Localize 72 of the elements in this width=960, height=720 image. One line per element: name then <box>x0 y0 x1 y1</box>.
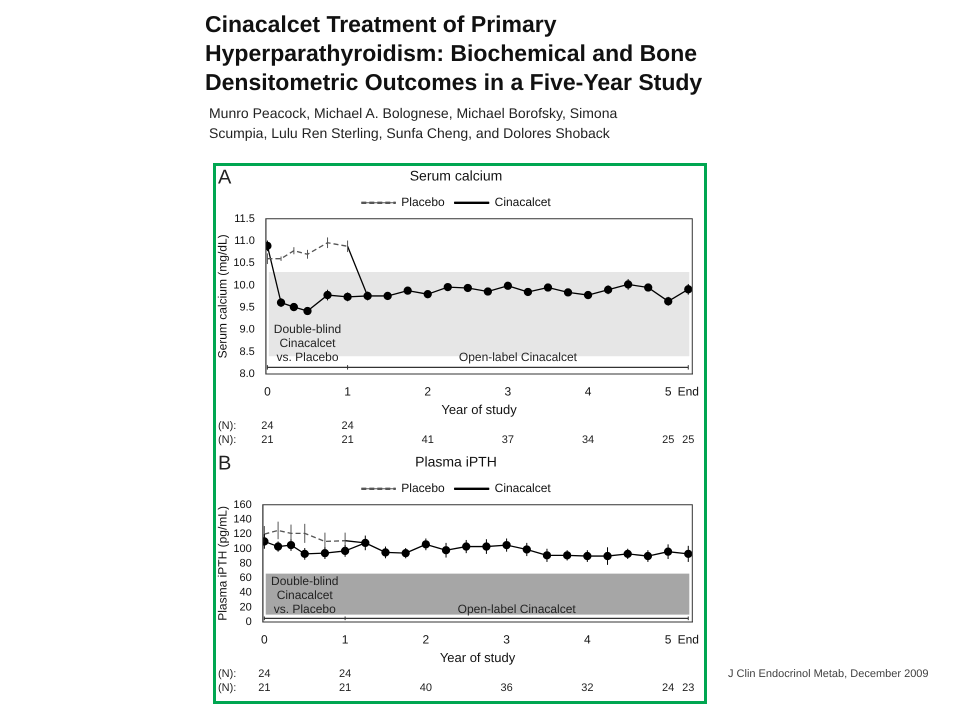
text: 37 <box>502 434 514 446</box>
legend-label: Cinacalcet <box>494 195 552 210</box>
y-axis-title: Plasma iPTH (pg/mL) <box>216 506 230 621</box>
annotation: Open-label Cinacalcet <box>458 350 578 364</box>
annotation: Open-label Cinacalcet <box>458 602 576 616</box>
text: (N): <box>218 434 236 446</box>
text: 40 <box>420 682 432 694</box>
text: 25 <box>662 434 674 446</box>
x-tick-label: 0 <box>261 632 268 647</box>
text: 24 <box>261 420 274 432</box>
text: 24 <box>341 420 354 432</box>
y-tick-label: 120 <box>233 528 252 540</box>
x-tick-label: 5 <box>664 384 672 399</box>
text: 32 <box>581 682 594 694</box>
legend-label: Placebo <box>401 195 445 210</box>
x-tick-label: 5 <box>664 632 672 647</box>
y-tick-label: 11.5 <box>234 212 255 225</box>
y-tick-label: 140 <box>233 513 252 526</box>
text: 21 <box>341 434 354 446</box>
y-tick-label: 0 <box>246 616 252 628</box>
y-tick-label: 8.0 <box>240 368 255 380</box>
text: 36 <box>500 682 513 694</box>
y-tick-label: 40 <box>240 586 252 599</box>
x-tick-label: 1 <box>344 384 352 399</box>
legend-label: Placebo <box>401 481 445 496</box>
chart-title: Plasma iPTH <box>415 453 497 470</box>
text: 24 <box>258 668 270 680</box>
x-tick-label: 3 <box>504 384 512 399</box>
annotation: Double-blind Cinacalcet vs. Placebo <box>274 322 342 364</box>
x-tick-label: 4 <box>584 632 591 647</box>
y-tick-label: 9.0 <box>240 324 255 336</box>
text: 24 <box>338 668 352 680</box>
text: 23 <box>682 682 694 694</box>
y-axis-title: Serum calcium (mg/dL) <box>216 234 230 358</box>
text: J Clin Endocrinol Metab, December 2009 <box>728 668 929 680</box>
text: 25 <box>682 434 694 446</box>
text: 24 <box>662 682 674 694</box>
text: B <box>218 452 232 475</box>
x-axis-title: Year of study <box>440 650 516 665</box>
chart-title: Serum calcium <box>410 167 502 184</box>
x-tick-label: 3 <box>503 632 510 647</box>
text: (N): <box>218 682 236 694</box>
y-tick-label: 9.5 <box>240 302 255 314</box>
y-tick-label: 80 <box>240 557 252 570</box>
text: (N): <box>218 668 236 680</box>
x-tick-label: End <box>678 632 699 647</box>
text: 34 <box>582 434 594 446</box>
text: Cinacalcet Treatment of Primary Hyperparathyroidism: Biochemical and Bone Densitometric Outcomes in a Five-Year Study <box>205 10 704 97</box>
text: (N): <box>218 420 236 432</box>
x-axis-title: Year of study <box>441 402 518 417</box>
text: Munro Peacock, Michael A. Bolognese, Michael Borofsky, Simona Scumpia, Lulu Ren Sterling, Sunfa Cheng, and Dolores Shoback <box>209 104 618 143</box>
text: 21 <box>258 682 270 694</box>
y-tick-label: 8.5 <box>240 346 255 358</box>
x-tick-label: End <box>678 384 699 399</box>
annotation: Double-blind Cinacalcet vs. Placebo <box>271 574 338 616</box>
x-tick-label: 0 <box>264 384 272 399</box>
y-tick-label: 11.0 <box>234 235 255 248</box>
y-tick-label: 10.0 <box>233 279 255 292</box>
y-tick-label: 20 <box>240 601 252 614</box>
x-tick-label: 2 <box>424 384 432 399</box>
text: 21 <box>338 682 352 694</box>
x-tick-label: 4 <box>584 384 592 399</box>
y-tick-label: 10.5 <box>233 257 255 270</box>
text: 21 <box>261 434 274 446</box>
legend-label: Cinacalcet <box>494 481 552 496</box>
text: 41 <box>422 434 434 446</box>
y-tick-label: 160 <box>233 498 252 511</box>
y-tick-label: 60 <box>240 572 252 584</box>
x-tick-label: 2 <box>422 632 430 647</box>
x-tick-label: 1 <box>342 632 349 647</box>
text: A <box>218 166 232 189</box>
y-tick-label: 100 <box>233 542 252 555</box>
